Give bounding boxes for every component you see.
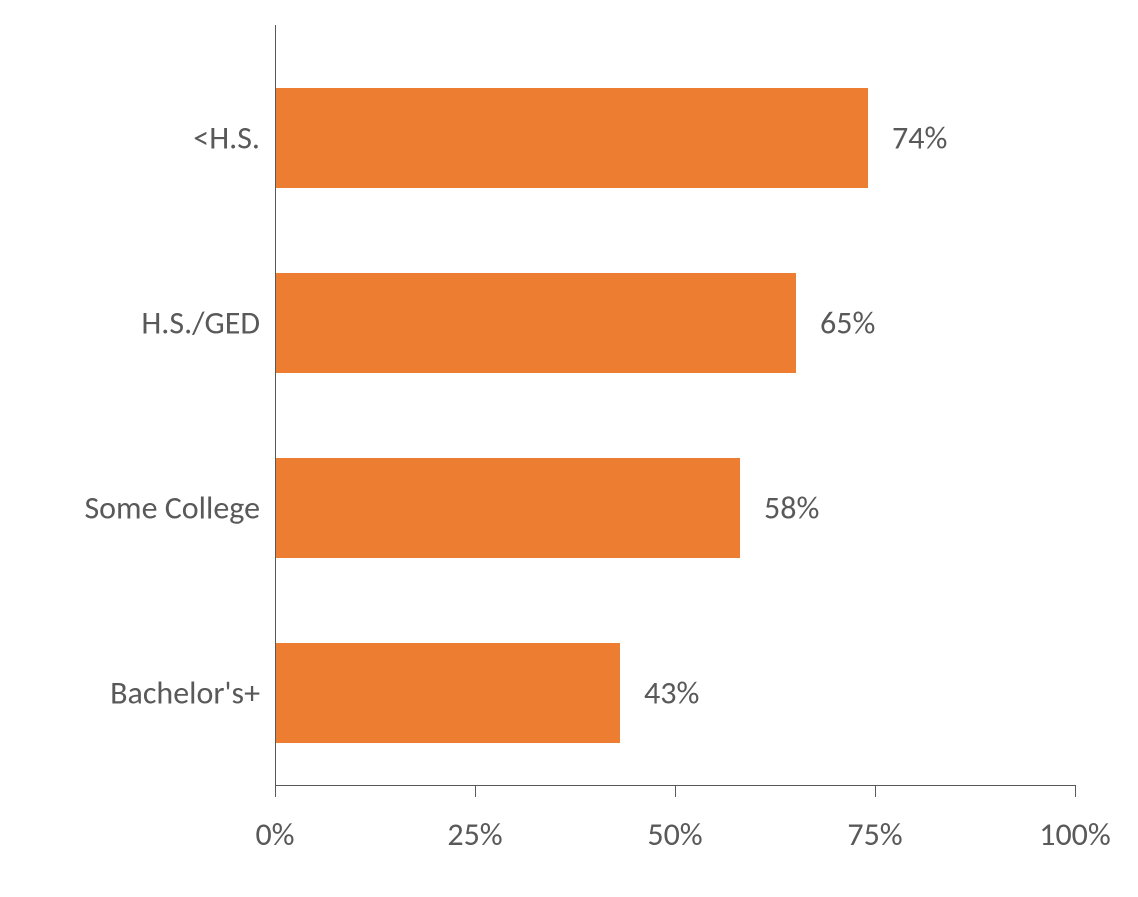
x-tick-label-0: 0% [255,815,294,854]
x-tick-label-2: 50% [647,815,702,854]
y-label-0: <H.S. [193,118,260,157]
y-label-3: Bachelor's+ [110,673,260,712]
x-tick-label-3: 75% [847,815,902,854]
x-tick-3 [875,785,876,797]
bar-chart: <H.S. H.S./GED Some College Bachelor's+ … [0,0,1138,897]
x-tick-label-1: 25% [447,815,502,854]
x-tick-1 [475,785,476,797]
plot-area: 0% 25% 50% 75% 100% 74% 65% 58% 43% [275,0,1075,885]
bar-0 [276,88,868,188]
bar-3 [276,643,620,743]
x-tick-label-4: 100% [1039,815,1111,854]
bar-label-3: 43% [644,673,699,712]
x-tick-2 [675,785,676,797]
bar-label-1: 65% [820,303,875,342]
x-tick-0 [275,785,276,797]
bar-label-2: 58% [764,488,819,527]
y-label-1: H.S./GED [141,303,260,342]
bar-1 [276,273,796,373]
x-tick-4 [1075,785,1076,797]
y-label-2: Some College [84,488,260,527]
bar-label-0: 74% [892,118,947,157]
bar-2 [276,458,740,558]
